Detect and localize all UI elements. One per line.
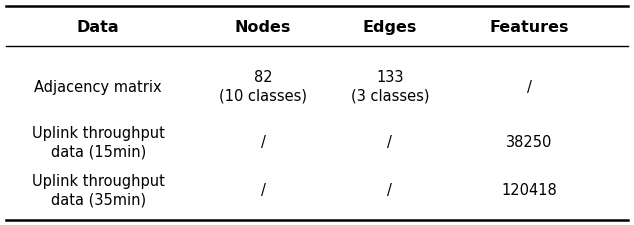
Text: Features: Features [489,20,569,34]
Text: /: / [387,134,392,149]
Text: /: / [527,79,532,94]
Text: Data: Data [77,20,120,34]
Text: Uplink throughput
data (35min): Uplink throughput data (35min) [32,173,165,207]
Text: Uplink throughput
data (15min): Uplink throughput data (15min) [32,125,165,158]
Text: Edges: Edges [363,20,417,34]
Text: /: / [261,134,266,149]
Text: 133
(3 classes): 133 (3 classes) [351,70,429,103]
Text: Nodes: Nodes [235,20,291,34]
Text: 38250: 38250 [506,134,553,149]
Text: /: / [387,183,392,198]
Text: Adjacency matrix: Adjacency matrix [34,79,162,94]
Text: /: / [261,183,266,198]
Text: 120418: 120418 [501,183,557,198]
Text: 82
(10 classes): 82 (10 classes) [219,70,307,103]
